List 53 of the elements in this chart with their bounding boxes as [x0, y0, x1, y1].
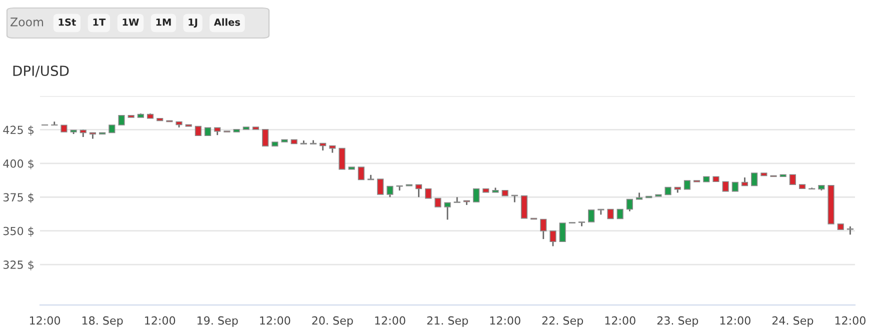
x-tick-label: 22. Sep: [542, 316, 584, 327]
x-tick-label: 12:00: [490, 316, 520, 325]
candlestick: [540, 218, 547, 240]
x-tick-label: 12:00: [375, 316, 406, 325]
candlestick: [626, 198, 633, 212]
x-tick-label: 23. Sep: [657, 316, 698, 327]
y-tick-label: 375 $: [3, 192, 34, 203]
candlestick: [377, 178, 384, 195]
chart-title: DPI/USD: [13, 66, 69, 78]
candlestick: [588, 210, 595, 222]
x-tick-label: 12:00: [720, 316, 750, 325]
candlestick: [338, 148, 346, 170]
candlestick: [559, 222, 566, 242]
candlestick: [751, 172, 758, 186]
candlestick: [51, 120, 58, 126]
candlestick: [118, 114, 125, 126]
candlestick: [386, 186, 394, 198]
candlestick: [550, 230, 556, 247]
text: 1St: [58, 18, 76, 26]
x-tick-label: 12:00: [260, 316, 290, 325]
candlestick: [607, 208, 614, 220]
candlestick: [520, 195, 528, 219]
candlestick: [472, 188, 480, 202]
candlestick: [415, 184, 422, 198]
x-tick-label: 24. Sep: [772, 316, 814, 327]
text: 1T: [93, 18, 106, 26]
y-tick-label: 400 $: [3, 159, 34, 170]
x-tick-label: 12:00: [605, 316, 636, 325]
y-tick-label: 425 $: [3, 125, 34, 136]
candlestick: [789, 174, 796, 186]
x-tick-label: 20. Sep: [312, 316, 353, 327]
x-tick-label: 21. Sep: [427, 316, 468, 327]
candlestick: [262, 129, 269, 146]
candlestick: [732, 182, 738, 192]
candlestick: [616, 208, 624, 220]
candlestick: [358, 166, 364, 180]
x-tick-label: 18. Sep: [82, 316, 123, 327]
text: Zoom: [10, 18, 44, 26]
candlestick: [444, 202, 451, 220]
x-tick-label: 12:00: [835, 316, 866, 325]
x-tick-label: 19. Sep: [198, 316, 238, 327]
candlestick: [722, 181, 729, 192]
candlestick: [454, 196, 460, 204]
text: Alles: [214, 18, 240, 26]
x-tick-label: 12:00: [30, 316, 60, 325]
candlestick: [425, 188, 432, 199]
y-tick-label: 325 $: [3, 260, 34, 270]
candlestick: [194, 126, 202, 136]
text: 1M: [156, 18, 171, 26]
text: 1J: [188, 18, 198, 28]
y-tick-label: 350 $: [3, 226, 34, 237]
text: 1W: [122, 18, 139, 26]
x-tick-label: 12:00: [145, 316, 176, 325]
